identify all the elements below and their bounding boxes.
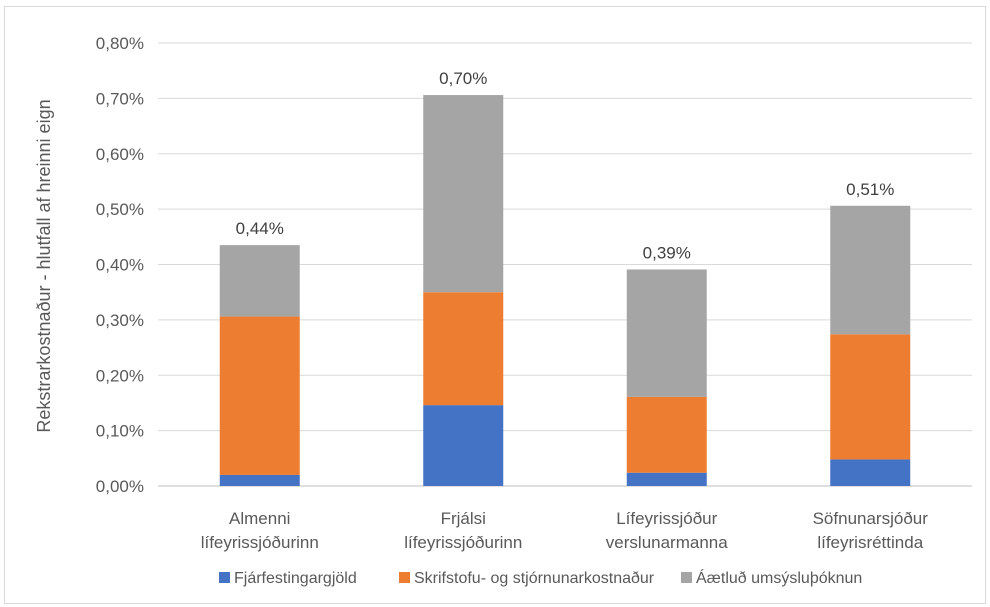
total-labels: 0,44% 0,70% 0,39% 0,51%: [236, 69, 895, 262]
total-data-label: 0,70%: [439, 69, 487, 88]
legend-swatch: [219, 572, 230, 583]
bar-segment: [219, 316, 300, 475]
total-data-label: 0,39%: [643, 243, 691, 262]
legend: Fjárfestingargjöld Skrifstofu- og stjórnu…: [219, 568, 862, 587]
category-label: Almenni: [229, 509, 290, 528]
category-label: lífeyrisréttinda: [817, 533, 923, 552]
bar-segment: [423, 292, 504, 406]
legend-swatch: [681, 572, 692, 583]
y-tick-label: 0,60%: [96, 145, 144, 164]
bar-segment: [830, 459, 911, 486]
y-tick-label: 0,80%: [96, 34, 144, 53]
category-label: Söfnunarsjóður: [813, 509, 929, 528]
y-tick-label: 0,00%: [96, 477, 144, 496]
bar-segment: [219, 245, 300, 317]
y-axis-ticks: 0,00% 0,10% 0,20% 0,30% 0,40% 0,50% 0,60% 0,70%…: [96, 34, 144, 496]
legend-label: Skrifstofu- og stjórnunarkostnaður: [414, 570, 655, 587]
bar-segment: [830, 334, 911, 460]
bar-segment: [219, 474, 300, 486]
bar-segment: [626, 396, 707, 473]
category-label: lífeyrissjóðurinn: [201, 533, 319, 552]
y-tick-label: 0,70%: [96, 89, 144, 108]
category-label: Lífeyrissjóður: [616, 509, 717, 528]
total-data-label: 0,51%: [846, 180, 894, 199]
y-tick-label: 0,30%: [96, 311, 144, 330]
bar-segment: [626, 472, 707, 486]
y-tick-label: 0,20%: [96, 366, 144, 385]
y-tick-label: 0,10%: [96, 422, 144, 441]
category-label: lífeyrissjóðurinn: [404, 533, 522, 552]
bar-segment: [423, 405, 504, 486]
x-axis-categories: Almenni lífeyrissjóðurinn Frjálsi lífeyriss…: [201, 509, 929, 552]
category-label: verslunarmanna: [606, 533, 728, 552]
bar-segment: [830, 205, 911, 335]
bars: [219, 95, 911, 486]
legend-swatch: [399, 572, 410, 583]
legend-label: Fjárfestingargjöld: [234, 570, 357, 587]
legend-label: Áætluð umsýsluþóknun: [696, 568, 862, 587]
bar-segment: [626, 269, 707, 397]
y-tick-label: 0,50%: [96, 200, 144, 219]
bar-segment: [423, 95, 504, 293]
y-tick-label: 0,40%: [96, 256, 144, 275]
category-label: Frjálsi: [441, 509, 486, 528]
total-data-label: 0,44%: [236, 219, 284, 238]
y-axis-title: Rekstrarkostnaður - hlutfall af hreinni …: [34, 99, 54, 432]
